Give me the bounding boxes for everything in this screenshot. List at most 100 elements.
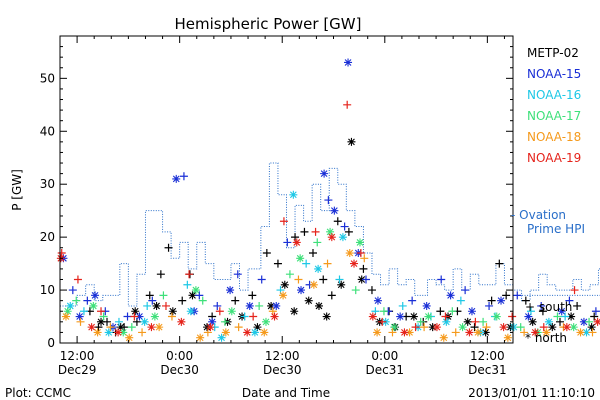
plot-frame xyxy=(59,35,514,344)
noaa-18-south-point xyxy=(482,323,491,332)
noaa-19-north-point xyxy=(177,317,186,326)
y-tick-label: 40 xyxy=(40,124,55,138)
noaa-15-north-point xyxy=(373,296,382,305)
chart-title: Hemispheric Power [GW] xyxy=(175,15,362,33)
noaa-17-north-point xyxy=(569,323,578,332)
metp-02-south-point xyxy=(590,312,599,321)
noaa-19-north-point xyxy=(327,233,336,242)
noaa-18-north-point xyxy=(279,291,288,300)
metp-02-north-point xyxy=(168,307,177,316)
metp-02-north-point xyxy=(314,301,323,310)
legend-noaa-16: NOAA-16 xyxy=(527,88,581,102)
x-tick-label-date: Dec30 xyxy=(263,363,302,377)
noaa-17-south-point xyxy=(351,286,360,295)
noaa-16-north-point xyxy=(104,328,113,337)
noaa-19-south-point xyxy=(378,317,387,326)
noaa-15-north-point xyxy=(91,291,100,300)
noaa-17-south-point xyxy=(285,270,294,279)
noaa-15-south-point xyxy=(195,291,204,300)
noaa-16-north-point xyxy=(442,317,451,326)
noaa-17-north-point xyxy=(424,312,433,321)
legend-noaa-17: NOAA-17 xyxy=(527,109,581,123)
noaa-15-north-point xyxy=(245,301,254,310)
metp-02-south-point xyxy=(300,227,309,236)
noaa-15-north-point xyxy=(524,312,533,321)
y-axis-label: P [GW] xyxy=(10,169,24,211)
noaa-16-north-point xyxy=(66,301,75,310)
legend-noaa-15: NOAA-15 xyxy=(527,67,581,81)
x-tick-label-time: 0:00 xyxy=(371,349,398,363)
metp-02-north-point xyxy=(587,323,596,332)
metp-02-south-point xyxy=(262,249,271,258)
noaa-15-north-point xyxy=(344,58,353,67)
noaa-17-south-point xyxy=(416,317,425,326)
noaa-19-south-point xyxy=(441,312,450,321)
noaa-19-south-point xyxy=(185,270,194,279)
noaa-17-north-point xyxy=(150,312,159,321)
noaa-17-south-point xyxy=(553,312,562,321)
noaa-19-north-point xyxy=(400,328,409,337)
noaa-15-south-point xyxy=(213,301,222,310)
noaa-19-north-point xyxy=(292,238,301,247)
y-tick-label: 50 xyxy=(40,71,55,85)
metp-02-north-point xyxy=(253,323,262,332)
noaa-16-south-point xyxy=(79,307,88,316)
noaa-18-north-point xyxy=(576,328,585,337)
ovation-prime-hpi-series xyxy=(60,162,600,307)
noaa-15-north-point xyxy=(557,307,566,316)
noaa-16-north-point xyxy=(582,328,591,337)
metp-02-north-point xyxy=(548,323,557,332)
ovation-step-line xyxy=(60,162,600,307)
noaa-17-south-point xyxy=(379,307,388,316)
noaa-15-south-point xyxy=(437,275,446,284)
metp-02-south-point xyxy=(502,291,511,300)
noaa-18-south-point xyxy=(588,328,597,337)
noaa-15-south-point xyxy=(283,238,292,247)
metp-02-north-point xyxy=(188,291,197,300)
noaa-15-south-point xyxy=(513,291,522,300)
noaa-19-north-point xyxy=(206,323,215,332)
noaa-15-south-point xyxy=(537,301,546,310)
noaa-15-north-point xyxy=(467,307,476,316)
noaa-18-south-point xyxy=(420,323,429,332)
noaa-19-south-point xyxy=(356,249,365,258)
metp-02-south-point xyxy=(556,317,565,326)
metp-02-south-point xyxy=(156,270,165,279)
metp-02-north-point xyxy=(481,328,490,337)
noaa-16-south-point xyxy=(302,259,311,268)
noaa-18-north-point xyxy=(125,333,134,342)
metp-02-north-point xyxy=(280,280,289,289)
y-tick-label: 30 xyxy=(40,177,55,191)
noaa-16-north-point xyxy=(338,233,347,242)
noaa-19-south-point xyxy=(570,286,579,295)
noaa-15-south-point xyxy=(485,301,494,310)
metp-02-north-point xyxy=(152,301,161,310)
noaa-15-north-point xyxy=(320,169,329,178)
noaa-17-north-point xyxy=(326,227,335,236)
footer-timestamp: 2013/01/01 11:10:10 xyxy=(468,386,595,400)
metp-02-south-point xyxy=(538,307,547,316)
noaa-18-north-point xyxy=(405,328,414,337)
noaa-16-north-point xyxy=(314,264,323,273)
noaa-18-north-point xyxy=(542,328,551,337)
noaa-15-south-point xyxy=(324,196,333,205)
x-tick-label-date: Dec31 xyxy=(468,363,507,377)
noaa-19-south-point xyxy=(539,323,548,332)
noaa-17-south-point xyxy=(255,301,264,310)
noaa-17-north-point xyxy=(261,317,270,326)
noaa-15-south-point xyxy=(408,296,417,305)
x-tick-label-date: Dec30 xyxy=(160,363,199,377)
metp-02-south-point xyxy=(319,275,328,284)
metp-02-south-point xyxy=(573,301,582,310)
noaa-16-north-point xyxy=(250,328,259,337)
noaa-19-north-point xyxy=(432,323,441,332)
footer-plot-credit: Plot: CCMC xyxy=(5,386,71,400)
noaa-18-south-point xyxy=(138,328,147,337)
legend-ovation-line1: - Ovation xyxy=(511,208,566,222)
metp-02-south-point xyxy=(145,291,154,300)
noaa-15-south-point xyxy=(148,296,157,305)
x-tick-label-date: Dec29 xyxy=(58,363,97,377)
noaa-18-north-point xyxy=(503,333,512,342)
noaa-17-north-point xyxy=(227,307,236,316)
metp-02-south-point xyxy=(273,259,282,268)
